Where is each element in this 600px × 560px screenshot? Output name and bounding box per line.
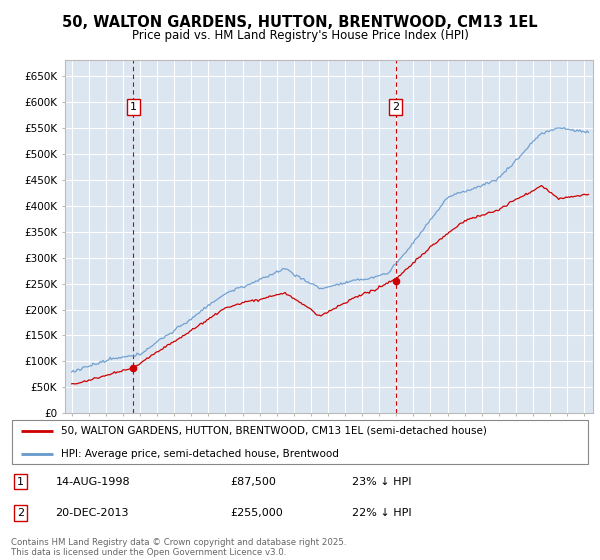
Text: HPI: Average price, semi-detached house, Brentwood: HPI: Average price, semi-detached house,… [61, 449, 339, 459]
FancyBboxPatch shape [12, 420, 588, 464]
Text: Price paid vs. HM Land Registry's House Price Index (HPI): Price paid vs. HM Land Registry's House … [131, 29, 469, 42]
Text: £255,000: £255,000 [230, 508, 283, 518]
Text: 2: 2 [17, 508, 24, 518]
Text: 1: 1 [130, 102, 137, 112]
Text: 2: 2 [392, 102, 400, 112]
Text: 20-DEC-2013: 20-DEC-2013 [56, 508, 129, 518]
Text: £87,500: £87,500 [230, 477, 276, 487]
Text: 22% ↓ HPI: 22% ↓ HPI [352, 508, 412, 518]
Text: Contains HM Land Registry data © Crown copyright and database right 2025.
This d: Contains HM Land Registry data © Crown c… [11, 538, 346, 557]
Text: 14-AUG-1998: 14-AUG-1998 [56, 477, 130, 487]
Text: 50, WALTON GARDENS, HUTTON, BRENTWOOD, CM13 1EL: 50, WALTON GARDENS, HUTTON, BRENTWOOD, C… [62, 15, 538, 30]
Text: 1: 1 [17, 477, 24, 487]
Text: 50, WALTON GARDENS, HUTTON, BRENTWOOD, CM13 1EL (semi-detached house): 50, WALTON GARDENS, HUTTON, BRENTWOOD, C… [61, 426, 487, 436]
Text: 23% ↓ HPI: 23% ↓ HPI [352, 477, 412, 487]
